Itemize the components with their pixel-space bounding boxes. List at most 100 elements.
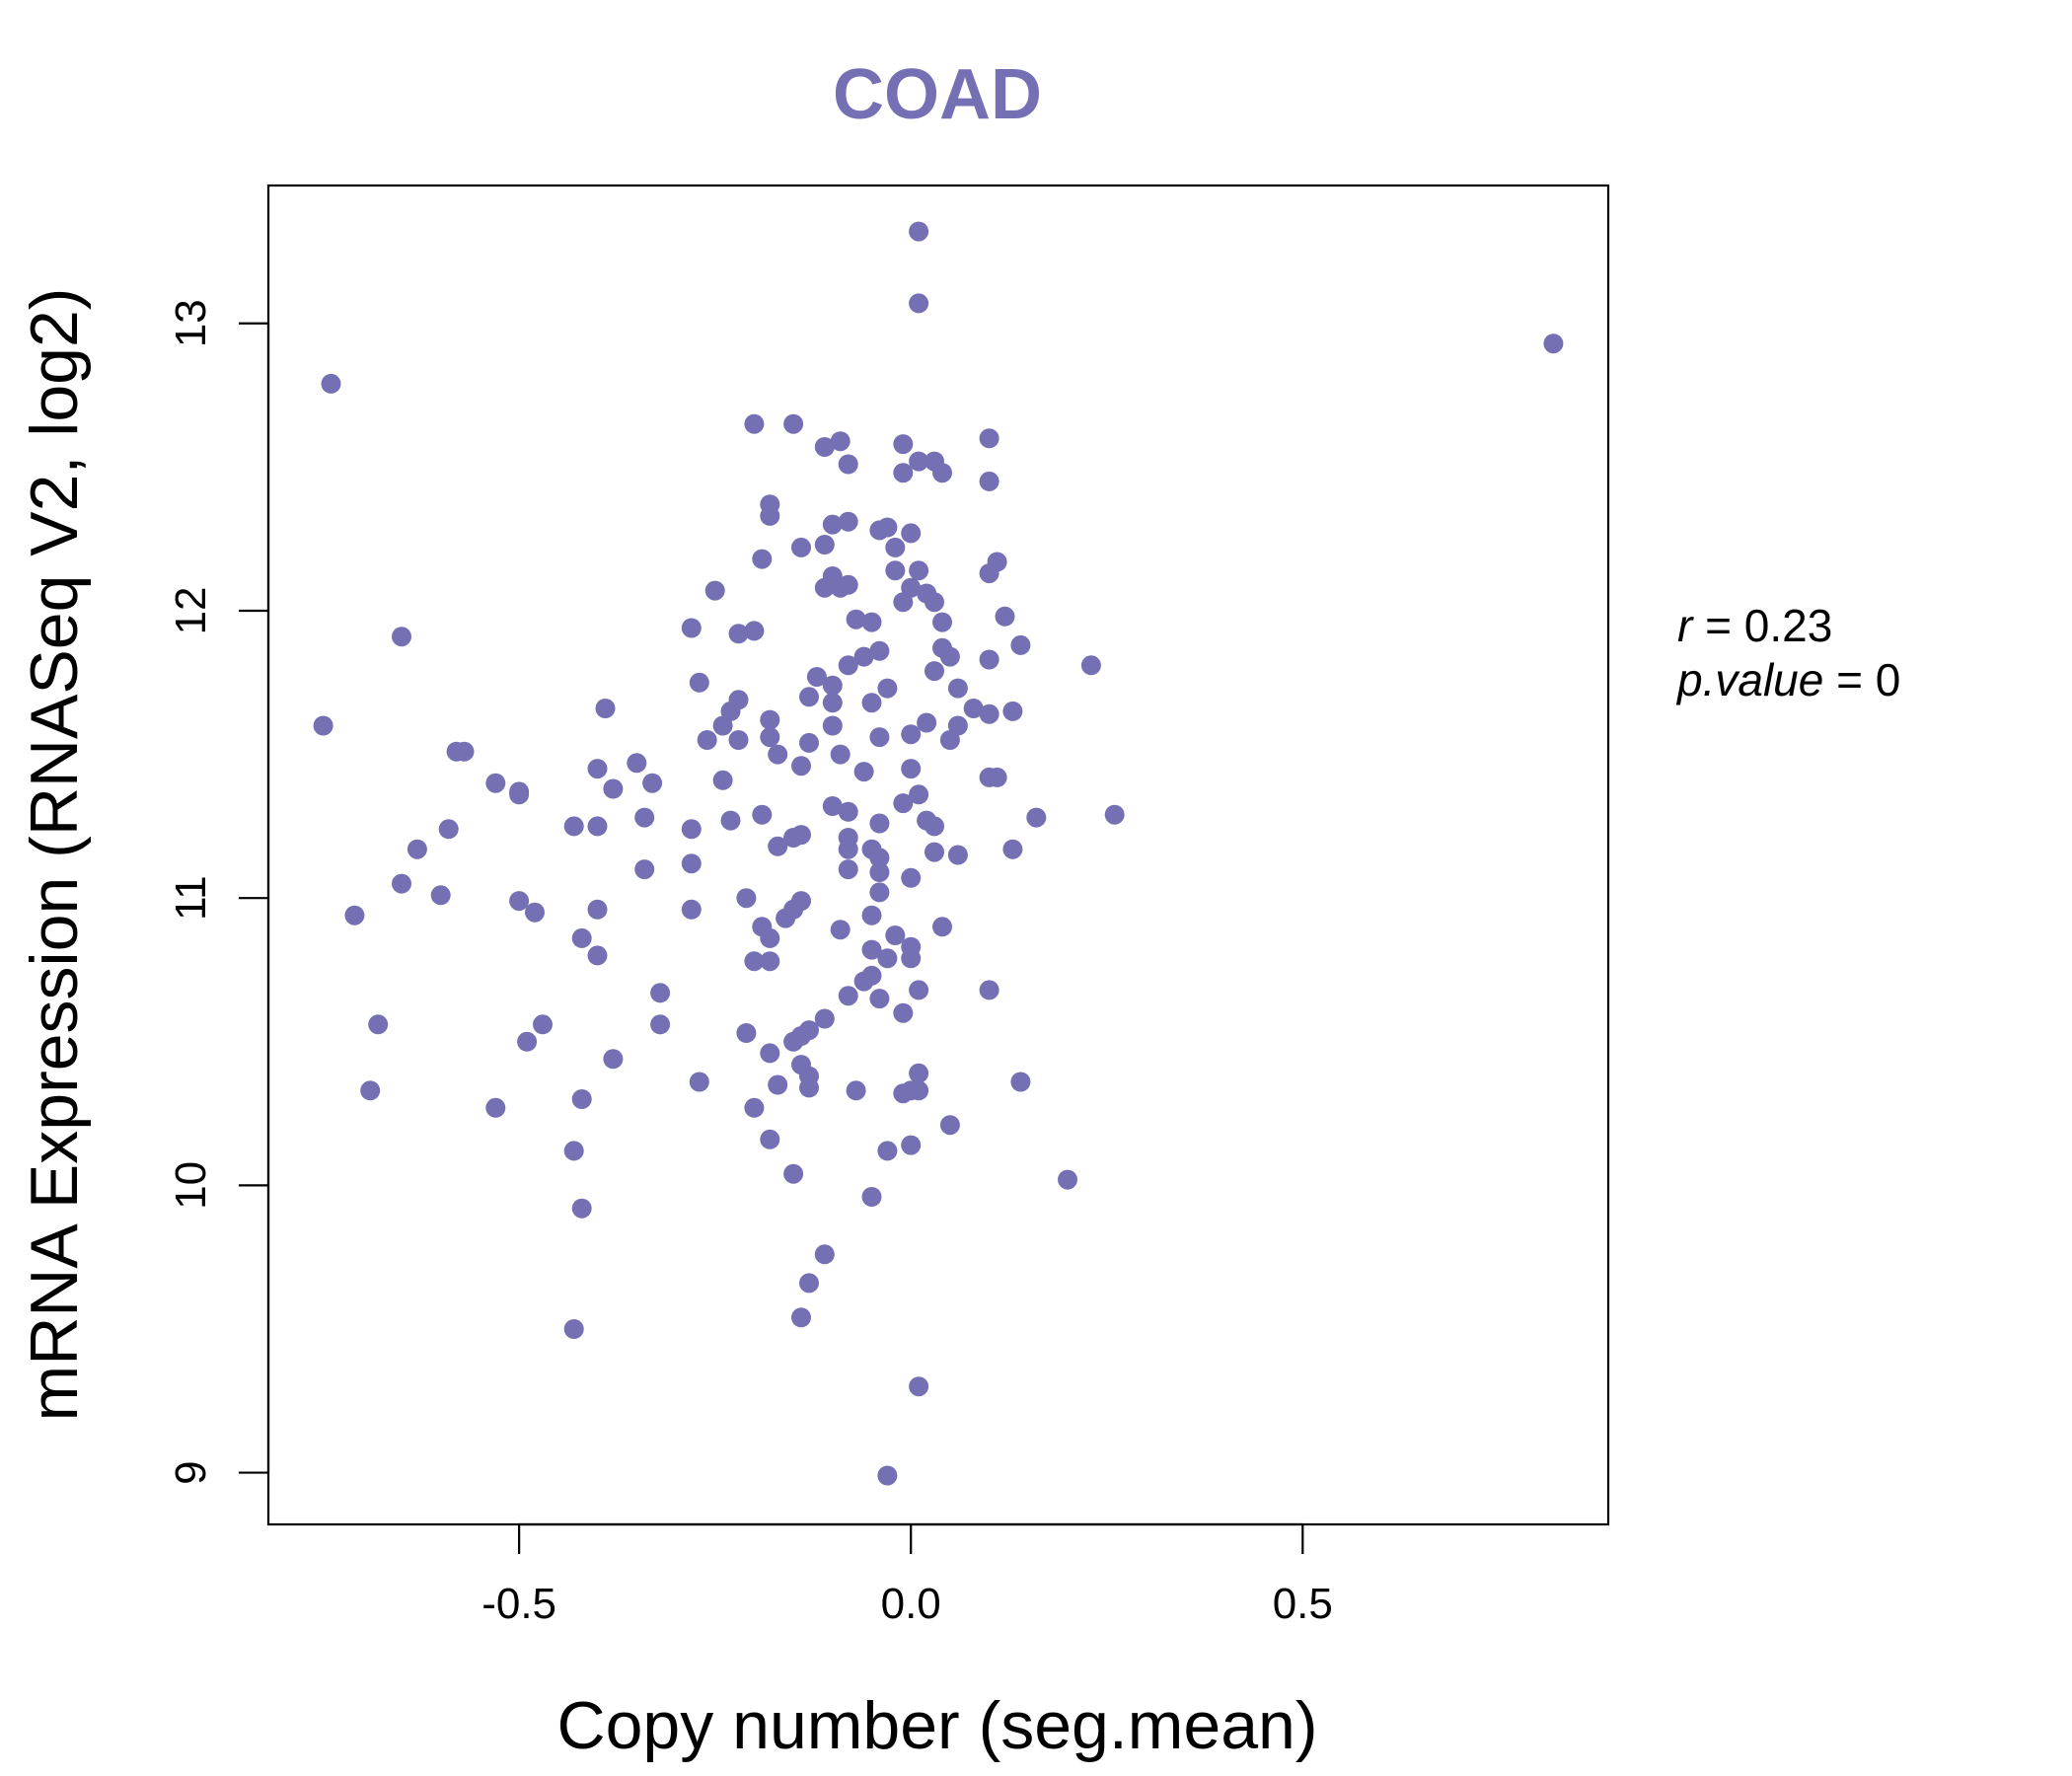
data-point: [869, 640, 890, 661]
data-point: [909, 451, 929, 472]
data-point: [744, 1097, 765, 1118]
data-point: [917, 712, 937, 733]
data-point: [321, 373, 341, 394]
data-point: [893, 434, 914, 455]
data-point: [533, 1014, 553, 1035]
p-value-stat: p.value = 0: [1675, 654, 1900, 705]
data-point: [392, 873, 411, 894]
data-point: [760, 1043, 780, 1064]
data-point: [861, 1187, 882, 1207]
data-point: [838, 859, 858, 880]
data-point: [681, 819, 702, 840]
data-point: [869, 727, 890, 748]
y-tick-label: 12: [167, 587, 215, 635]
data-point: [783, 413, 804, 434]
data-point: [838, 986, 858, 1006]
data-point: [901, 867, 922, 888]
data-point: [901, 724, 922, 745]
data-point: [869, 813, 890, 834]
data-point: [509, 891, 530, 912]
data-point: [830, 920, 851, 940]
data-point: [517, 1031, 538, 1052]
data-point: [885, 537, 906, 557]
data-point: [893, 1083, 914, 1104]
data-point: [587, 899, 608, 920]
data-point: [853, 762, 874, 782]
data-point: [995, 606, 1015, 627]
data-point: [1543, 333, 1564, 354]
data-point: [525, 902, 545, 923]
data-point: [861, 939, 882, 960]
data-point: [830, 431, 851, 452]
r-stat: r = 0.23: [1677, 600, 1832, 651]
data-point: [846, 609, 866, 629]
data-point: [861, 612, 882, 632]
data-point: [947, 678, 968, 699]
data-point: [736, 1023, 757, 1043]
data-point: [939, 646, 960, 667]
data-point: [783, 1163, 804, 1184]
data-point: [947, 845, 968, 865]
data-point: [736, 888, 757, 909]
data-point: [720, 810, 741, 831]
data-point: [822, 715, 843, 736]
data-point: [563, 1141, 584, 1161]
data-point: [712, 715, 733, 736]
data-point: [979, 563, 999, 584]
data-point: [925, 592, 944, 613]
data-point: [939, 730, 960, 750]
data-point: [563, 1319, 584, 1339]
data-point: [877, 517, 898, 538]
data-point: [571, 1089, 592, 1109]
x-tick-label: -0.5: [481, 1580, 556, 1628]
data-point: [791, 537, 811, 557]
data-point: [925, 816, 944, 837]
data-point: [838, 574, 858, 595]
data-point: [822, 675, 843, 696]
data-point: [587, 945, 608, 966]
data-point: [768, 1074, 788, 1095]
data-point: [814, 535, 835, 555]
data-point: [987, 767, 1007, 787]
data-point: [681, 618, 702, 638]
data-point: [752, 804, 773, 825]
data-point: [760, 1129, 780, 1149]
data-point: [838, 801, 858, 822]
data-point: [642, 773, 663, 793]
data-point: [979, 428, 999, 449]
x-tick-label: 0.5: [1273, 1580, 1333, 1628]
y-tick-label: 9: [167, 1460, 215, 1484]
data-point: [1104, 804, 1125, 825]
data-point: [407, 839, 427, 859]
data-point: [799, 1020, 819, 1041]
data-point: [799, 687, 819, 707]
data-point: [1010, 634, 1031, 655]
r-stat-label: r: [1677, 600, 1694, 651]
x-axis-label: Copy number (seg.mean): [556, 1688, 1317, 1763]
data-point: [485, 1097, 506, 1118]
data-point: [869, 862, 890, 882]
data-point: [885, 560, 906, 581]
data-point: [838, 655, 858, 676]
data-point: [791, 1307, 811, 1328]
data-point: [603, 778, 624, 799]
data-point: [869, 882, 890, 903]
data-point: [430, 885, 451, 906]
data-point: [650, 1014, 671, 1035]
data-point: [806, 667, 827, 687]
data-point: [963, 699, 984, 718]
data-point: [893, 1002, 914, 1023]
data-point: [571, 927, 592, 948]
y-tick-label: 10: [167, 1161, 215, 1210]
data-point: [704, 580, 725, 601]
data-point: [885, 925, 906, 945]
data-point: [744, 951, 765, 972]
data-point: [689, 1072, 709, 1092]
data-point: [925, 842, 944, 862]
data-point: [1026, 807, 1047, 828]
data-point: [901, 948, 922, 969]
data-point: [822, 514, 843, 535]
data-point: [853, 971, 874, 992]
data-point: [760, 927, 780, 948]
data-point: [720, 701, 741, 721]
